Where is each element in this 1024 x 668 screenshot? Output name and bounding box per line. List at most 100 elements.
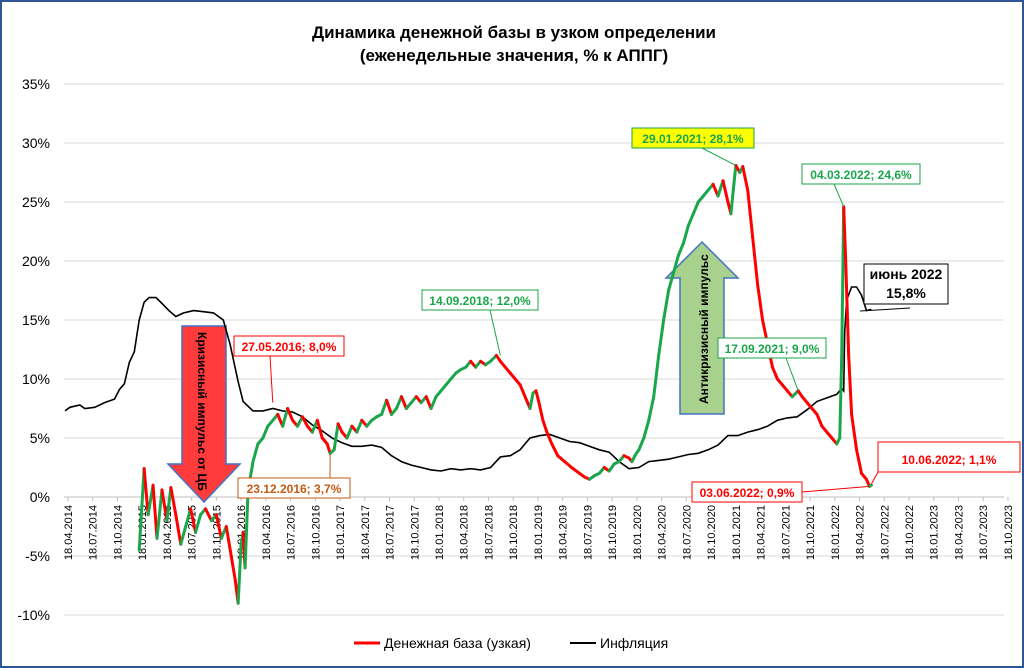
series-segment-money-base	[424, 395, 433, 410]
series-segment-money-base	[394, 395, 403, 410]
series-segment-money-base	[770, 365, 779, 381]
x-tick-label: 18.07.2015	[187, 505, 199, 560]
series-segment-money-base	[545, 430, 554, 446]
series-segment-money-base	[243, 489, 250, 570]
y-tick-label: 10%	[22, 371, 50, 387]
y-tick-label: -10%	[17, 607, 50, 623]
x-tick-label: 18.10.2016	[310, 505, 322, 560]
series-segment-money-base	[224, 525, 233, 558]
data-label: 23.12.2016; 3,7%	[237, 453, 351, 499]
series-segment-money-base	[537, 401, 545, 422]
series-segment-money-base	[657, 318, 666, 357]
series-segment-money-base	[729, 182, 736, 216]
series-segment-money-base	[667, 271, 676, 292]
x-tick-label: 18.07.2021	[780, 505, 792, 560]
anticrisis-arrow-label: Антикризисный импульс	[697, 254, 711, 404]
series-segment-money-base	[563, 460, 574, 469]
y-axis: -10% -5% 0% 5% 10% 15% 20% 25% 30% 35%	[17, 76, 50, 623]
series-segment-money-base	[229, 554, 237, 582]
series-segment-money-base	[261, 424, 270, 440]
y-tick-label: 5%	[30, 430, 50, 446]
x-tick-label: 18.10.2022	[904, 505, 916, 560]
series-segment-money-base	[194, 513, 203, 534]
series-segment-money-base	[518, 383, 527, 399]
series-segment-money-base	[174, 513, 183, 546]
series-layer	[64, 163, 873, 605]
series-segment-money-base	[756, 283, 765, 322]
series-segment-money-base	[842, 205, 848, 263]
chart-title-line1: Динамика денежной базы в узком определен…	[312, 23, 716, 42]
series-segment-money-base	[637, 436, 646, 452]
crisis-impulse-arrow: Кризисный импульс от ЦБ	[166, 325, 242, 504]
series-segment-money-base	[325, 442, 332, 455]
data-label: 10.06.2022; 1,1%	[870, 441, 1021, 485]
y-tick-label: 25%	[22, 194, 50, 210]
x-tick-label: 18.07.2014	[88, 505, 100, 560]
x-tick-label: 18.10.2021	[805, 505, 817, 560]
x-tick-label: 18.04.2014	[63, 505, 75, 560]
x-tick-label: 18.10.2014	[112, 505, 124, 560]
series-segment-money-base	[681, 224, 690, 245]
x-tick-label: 18.04.2020	[657, 505, 669, 560]
data-label: 14.09.2018; 12,0%	[421, 289, 539, 356]
x-tick-label: 18.01.2021	[731, 505, 743, 560]
series-segment-money-base	[570, 466, 582, 475]
series-segment-money-base	[137, 467, 146, 552]
series-segment-money-base	[155, 488, 164, 540]
series-segment-money-base	[300, 415, 309, 428]
legend-label-inflation: Инфляция	[600, 635, 668, 651]
series-segment-money-base	[751, 235, 760, 287]
series-segment-money-base	[556, 454, 567, 464]
x-axis: 18.04.2014 18.07.2014 18.10.2014 18.01.2015…	[63, 496, 1015, 560]
x-tick-label: 18.01.2017	[335, 505, 347, 560]
svg-text:10.06.2022; 1,1%: 10.06.2022; 1,1%	[902, 453, 997, 467]
series-segment-money-base	[815, 412, 824, 428]
x-tick-label: 18.04.2022	[855, 505, 867, 560]
series-segment-money-base	[336, 422, 344, 434]
x-tick-label: 18.07.2018	[483, 505, 495, 560]
series-segment-money-base	[855, 448, 864, 475]
series-segment-money-base	[746, 188, 755, 239]
y-tick-label: 35%	[22, 76, 50, 92]
series-segment-money-base	[380, 398, 389, 416]
series-segment-money-base	[189, 507, 198, 534]
inflation-june-label: июнь 2022 15,8%	[859, 263, 949, 312]
x-tick-label: 18.01.2022	[830, 505, 842, 560]
x-tick-label: 18.10.2017	[409, 505, 421, 560]
svg-text:03.06.2022; 0,9%: 03.06.2022; 0,9%	[700, 486, 795, 500]
y-tick-label: 15%	[22, 312, 50, 328]
series-segment-money-base	[652, 353, 661, 399]
series-segment-money-base	[281, 407, 290, 428]
series-segment-money-base	[541, 418, 549, 434]
series-segment-money-base	[251, 442, 260, 464]
y-tick-label: -5%	[25, 548, 50, 564]
series-segment-money-base	[151, 483, 159, 540]
x-tick-label: 18.01.2019	[533, 505, 545, 560]
legend: Денежная база (узкая) Инфляция	[354, 635, 668, 651]
x-tick-label: 18.07.2022	[879, 505, 891, 560]
x-tick-label: 18.10.2023	[1003, 505, 1015, 560]
chart-title-line2: (еженедельные значения, % к АППГ)	[360, 46, 668, 65]
series-segment-money-base	[647, 395, 656, 422]
series-segment-money-base	[169, 486, 178, 517]
x-tick-label: 18.07.2020	[681, 505, 693, 560]
series-segment-money-base	[844, 259, 851, 357]
x-tick-label: 18.01.2023	[929, 505, 941, 560]
x-tick-label: 18.07.2016	[286, 505, 298, 560]
x-tick-label: 18.04.2017	[360, 505, 372, 560]
series-segment-money-base	[399, 395, 408, 410]
svg-text:17.09.2021; 9,0%: 17.09.2021; 9,0%	[725, 342, 820, 356]
series-segment-money-base	[672, 253, 680, 275]
series-segment-money-base	[662, 289, 671, 322]
y-tick-label: 20%	[22, 253, 50, 269]
series-segment-money-base	[838, 353, 844, 440]
series-segment-money-base	[385, 398, 394, 416]
x-tick-label: 18.07.2023	[978, 505, 990, 560]
x-tick-label: 18.07.2019	[582, 505, 594, 560]
y-tick-label: 30%	[22, 135, 50, 151]
inflation-label-line1: июнь 2022	[870, 266, 943, 282]
series-segment-money-base	[741, 165, 750, 192]
x-tick-label: 18.04.2021	[756, 505, 768, 560]
series-segment-money-base	[345, 424, 354, 440]
